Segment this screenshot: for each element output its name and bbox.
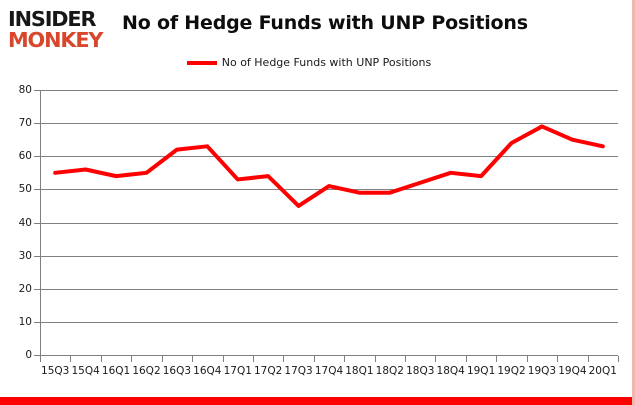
x-tick-label: 19Q1 (466, 365, 496, 377)
x-tick-mark (100, 356, 102, 362)
x-tick-label: 18Q2 (375, 365, 404, 377)
x-tick-mark (252, 356, 254, 362)
x-tick-label: 17Q3 (284, 365, 313, 377)
x-tick-label: 17Q4 (314, 365, 344, 377)
gridline (40, 222, 618, 224)
y-tick-label: 40 (18, 216, 32, 229)
x-tick-label: 16Q3 (162, 365, 192, 377)
x-tick-label: 15Q4 (71, 365, 100, 377)
y-tick-mark (34, 288, 40, 290)
x-tick-mark (618, 356, 619, 362)
series-line-chart (53, 124, 605, 208)
y-tick-mark (34, 156, 40, 158)
x-tick-label: 16Q1 (101, 365, 131, 377)
legend-line-swatch (186, 60, 217, 65)
x-tick-label: 16Q4 (193, 365, 222, 377)
x-tick-label: 19Q3 (527, 365, 557, 377)
x-tick-mark (465, 356, 467, 362)
y-axis-labels: 0 10 20 30 40 50 60 70 80 (0, 0, 32, 405)
gridline (40, 255, 618, 257)
x-tick-mark (405, 356, 407, 362)
logo-text-insider: INSIDER (8, 7, 97, 31)
y-tick-mark (34, 355, 40, 356)
x-tick-mark (192, 356, 194, 362)
x-tick-mark (374, 356, 376, 362)
gridline (40, 156, 618, 158)
gridline (40, 321, 618, 323)
x-tick-label: 19Q4 (558, 365, 587, 377)
gridline (40, 288, 618, 290)
x-tick-mark (344, 356, 346, 362)
x-tick-mark (40, 356, 41, 362)
page-title: No of Hedge Funds with UNP Positions (122, 12, 528, 34)
y-tick-mark (34, 90, 40, 91)
chart-legend: No of Hedge Funds with UNP Positions (0, 56, 618, 69)
y-tick-mark (34, 123, 40, 125)
y-tick-label: 80 (18, 84, 32, 96)
insider-monkey-logo: INSIDER MONKEY (8, 9, 112, 50)
x-tick-mark (283, 356, 285, 362)
x-tick-label: 18Q3 (406, 365, 435, 377)
gridline (40, 189, 618, 191)
gridline (40, 90, 618, 91)
x-tick-mark (161, 356, 163, 362)
y-tick-label: 0 (25, 349, 32, 361)
chart-header: INSIDER MONKEY No of Hedge Funds with UN… (0, 0, 632, 52)
plot-area (40, 90, 618, 356)
x-tick-mark (222, 356, 224, 362)
logo-text-monkey: MONKEY (8, 28, 103, 52)
x-tick-label: 15Q3 (41, 365, 70, 377)
y-tick-mark (34, 255, 40, 257)
x-tick-label: 17Q2 (254, 365, 283, 377)
x-tick-mark (496, 356, 498, 362)
y-tick-label: 30 (18, 249, 32, 262)
x-tick-label: 18Q4 (436, 365, 465, 377)
y-tick-label: 10 (18, 315, 32, 328)
gridline (40, 123, 618, 125)
x-tick-mark (557, 356, 559, 362)
x-tick-mark (435, 356, 437, 362)
x-tick-mark (70, 356, 72, 362)
x-tick-mark (587, 356, 589, 362)
x-tick-mark (526, 356, 528, 362)
y-tick-mark (34, 222, 40, 224)
x-tick-label: 17Q1 (223, 365, 252, 377)
y-tick-label: 20 (18, 282, 32, 295)
x-tick-label: 19Q2 (497, 365, 526, 377)
legend-label: No of Hedge Funds with UNP Positions (221, 56, 432, 69)
y-tick-label: 60 (18, 150, 32, 163)
x-tick-label: 16Q2 (132, 365, 161, 377)
y-tick-mark (34, 321, 40, 323)
series-line (53, 124, 605, 208)
x-tick-mark (131, 356, 133, 362)
x-tick-label: 20Q1 (588, 365, 617, 377)
y-tick-label: 70 (18, 117, 32, 130)
gridline (40, 355, 618, 356)
y-tick-label: 50 (18, 183, 32, 196)
x-tick-mark (313, 356, 315, 362)
bottom-accent-bar (0, 397, 632, 405)
x-tick-label: 18Q1 (345, 365, 374, 377)
y-tick-mark (34, 189, 40, 191)
